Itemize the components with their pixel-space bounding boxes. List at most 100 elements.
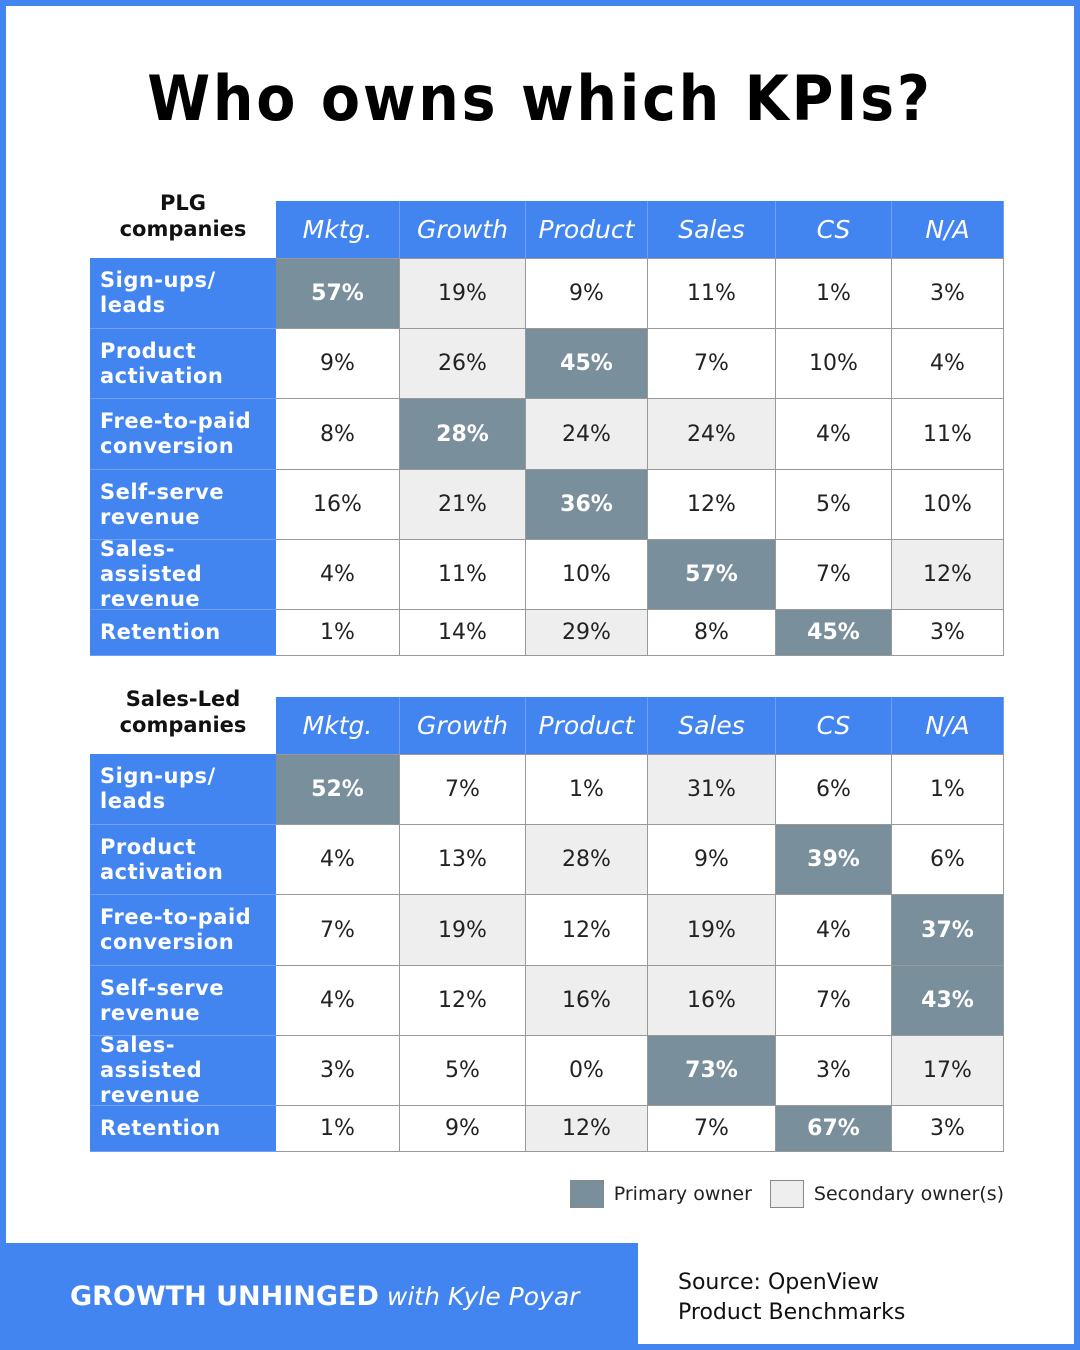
column-header: Sales	[648, 697, 776, 754]
table-cell: 57%	[648, 540, 776, 610]
row-label: Product activation	[90, 329, 276, 399]
table-cell: 67%	[776, 1106, 892, 1152]
table-cell: 73%	[648, 1036, 776, 1106]
row-label: Sign-ups/ leads	[90, 754, 276, 825]
source-line-2: Product Benchmarks	[678, 1300, 906, 1325]
table-cell: 10%	[776, 329, 892, 399]
table-cell: 45%	[776, 610, 892, 656]
table-cell: 1%	[892, 754, 1004, 825]
legend: Primary owner Secondary owner(s)	[569, 1180, 1004, 1208]
table-cell: 57%	[276, 258, 400, 329]
table-cell: 28%	[400, 399, 526, 470]
table-cell: 52%	[276, 754, 400, 825]
table-cell: 3%	[892, 610, 1004, 656]
table-cell: 1%	[276, 1106, 400, 1152]
table-cell: 12%	[892, 540, 1004, 610]
column-header: Growth	[400, 697, 526, 754]
table-cell: 29%	[526, 610, 648, 656]
table-cell: 7%	[648, 1106, 776, 1152]
corner-label-line: companies	[119, 713, 247, 737]
table-cell: 16%	[276, 470, 400, 540]
column-header: Growth	[400, 201, 526, 258]
table-cell: 39%	[776, 825, 892, 895]
table-cell: 24%	[648, 399, 776, 470]
table-cell: 19%	[400, 895, 526, 966]
table-cell: 37%	[892, 895, 1004, 966]
column-header: Sales	[648, 201, 776, 258]
table-cell: 8%	[276, 399, 400, 470]
table-cell: 12%	[526, 895, 648, 966]
row-label: Self-serve revenue	[90, 470, 276, 540]
table-cell: 9%	[648, 825, 776, 895]
table-cell: 1%	[776, 258, 892, 329]
row-label: Sales-assisted revenue	[90, 1033, 276, 1107]
table-cell: 4%	[776, 895, 892, 966]
table-cell: 19%	[400, 258, 526, 329]
table-cell: 5%	[400, 1036, 526, 1106]
table-cell: 10%	[892, 470, 1004, 540]
column-header: Product	[526, 697, 648, 754]
table-cell: 21%	[400, 470, 526, 540]
table-cell: 4%	[276, 825, 400, 895]
table-cell: 12%	[526, 1106, 648, 1152]
table-cell: 7%	[400, 754, 526, 825]
table-cell: 6%	[776, 754, 892, 825]
brand-name: GROWTH UNHINGED	[70, 1281, 379, 1312]
row-label: Product activation	[90, 825, 276, 895]
corner-label: PLG companies	[90, 190, 276, 242]
table-cell: 24%	[526, 399, 648, 470]
table-cell: 8%	[648, 610, 776, 656]
column-header: N/A	[892, 697, 1004, 754]
table-cell: 16%	[526, 966, 648, 1036]
footer-brand: GROWTH UNHINGED with Kyle Poyar	[0, 1243, 638, 1350]
table-cell: 11%	[400, 540, 526, 610]
table-cell: 0%	[526, 1036, 648, 1106]
row-label: Retention	[90, 610, 276, 656]
corner-label-line: PLG	[159, 191, 206, 215]
corner-label-line: companies	[119, 217, 247, 241]
table-cell: 26%	[400, 329, 526, 399]
table-cell: 7%	[648, 329, 776, 399]
row-label: Free-to-paid conversion	[90, 895, 276, 966]
table-cell: 1%	[526, 754, 648, 825]
legend-secondary-label: Secondary owner(s)	[813, 1183, 1004, 1205]
table-cell: 3%	[776, 1036, 892, 1106]
table-cell: 19%	[648, 895, 776, 966]
table-cell: 45%	[526, 329, 648, 399]
table-cell: 6%	[892, 825, 1004, 895]
legend-primary-swatch	[569, 1180, 604, 1208]
brand-author: with Kyle Poyar	[386, 1282, 580, 1311]
column-header: N/A	[892, 201, 1004, 258]
table-cell: 9%	[400, 1106, 526, 1152]
table-cell: 28%	[526, 825, 648, 895]
table-cell: 12%	[648, 470, 776, 540]
column-header: Mktg.	[276, 697, 400, 754]
table-cell: 9%	[276, 329, 400, 399]
table-cell: 11%	[892, 399, 1004, 470]
column-header: Product	[526, 201, 648, 258]
table-cell: 9%	[526, 258, 648, 329]
legend-primary-label: Primary owner	[613, 1183, 752, 1205]
row-label: Retention	[90, 1106, 276, 1152]
table-cell: 3%	[892, 258, 1004, 329]
column-header: CS	[776, 201, 892, 258]
column-header: Mktg.	[276, 201, 400, 258]
table-cell: 36%	[526, 470, 648, 540]
table-cell: 43%	[892, 966, 1004, 1036]
corner-label-line: Sales-Led	[125, 687, 241, 711]
table-cell: 31%	[648, 754, 776, 825]
table-cell: 4%	[892, 329, 1004, 399]
table-cell: 3%	[892, 1106, 1004, 1152]
table-cell: 14%	[400, 610, 526, 656]
row-label: Self-serve revenue	[90, 966, 276, 1036]
table-cell: 13%	[400, 825, 526, 895]
table-cell: 7%	[776, 966, 892, 1036]
source-line-1: Source: OpenView	[678, 1270, 879, 1295]
column-header: CS	[776, 697, 892, 754]
table-cell: 10%	[526, 540, 648, 610]
table-cell: 3%	[276, 1036, 400, 1106]
source-note: Source: OpenView Product Benchmarks	[678, 1268, 905, 1328]
table-cell: 7%	[776, 540, 892, 610]
table-cell: 5%	[776, 470, 892, 540]
table-cell: 1%	[276, 610, 400, 656]
